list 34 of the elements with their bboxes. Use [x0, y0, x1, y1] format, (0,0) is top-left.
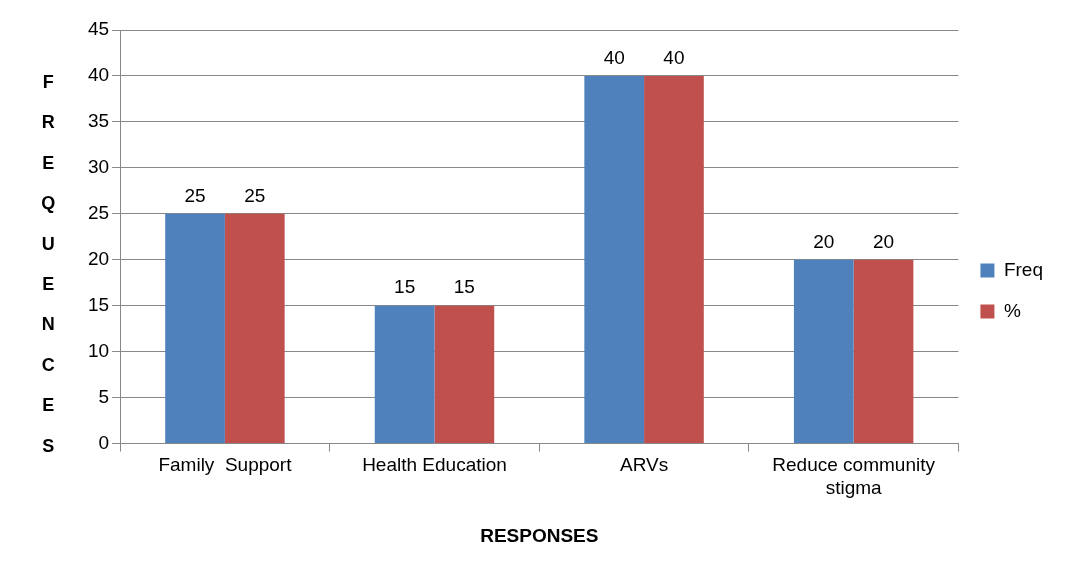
x-axis-title: RESPONSES: [480, 524, 599, 546]
y-tick-label: 40: [87, 64, 110, 86]
y-tick-label: 45: [87, 18, 110, 40]
text: FREQUENCES: [41, 71, 56, 456]
data-label: 25: [184, 184, 206, 206]
data-label: 25: [244, 184, 266, 206]
data-label: 15: [394, 276, 416, 298]
bar: [793, 259, 854, 444]
bar: [644, 75, 704, 444]
data-label: 40: [603, 46, 625, 68]
y-tick-label: 25: [87, 202, 110, 224]
x-tick-label: Reduce community stigma: [772, 454, 936, 499]
data-label: 20: [813, 230, 835, 252]
y-tick-label: 10: [87, 339, 110, 361]
bar: [374, 305, 435, 444]
legend-label: %: [1003, 299, 1021, 321]
y-tick-label: 20: [87, 248, 110, 270]
bar: [165, 213, 225, 444]
y-tick-label: 5: [98, 385, 110, 407]
bar: [584, 75, 645, 444]
y-tick-label: 35: [87, 110, 110, 132]
y-tick-label: 30: [87, 156, 110, 178]
data-label: 40: [663, 46, 685, 68]
x-tick-label: Family Support: [158, 454, 293, 476]
y-tick-label: 15: [87, 293, 110, 315]
bar: [853, 259, 914, 444]
x-tick-label: Health Education: [362, 454, 507, 476]
y-tick-label: 0: [98, 431, 110, 453]
legend-label: Freq: [1003, 258, 1044, 280]
data-label: 20: [872, 230, 895, 252]
x-tick-label: ARVs: [619, 454, 669, 476]
bar: [434, 305, 495, 444]
bar: [224, 213, 285, 444]
data-label: 15: [453, 276, 475, 298]
